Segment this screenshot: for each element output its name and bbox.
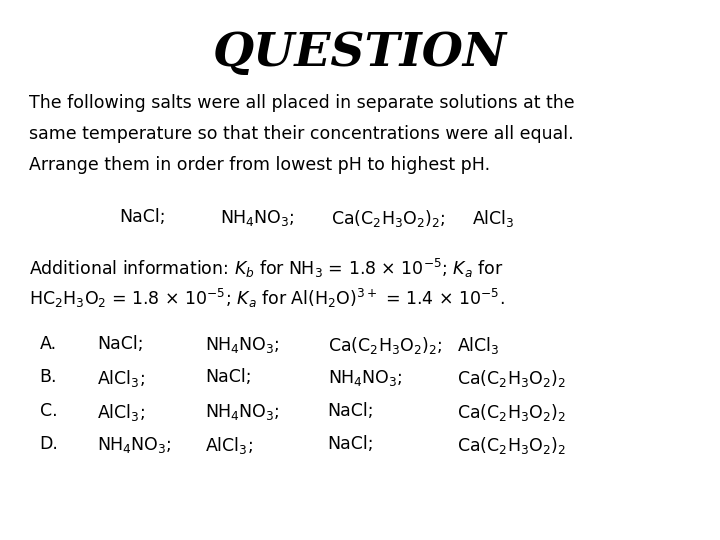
Text: HC$_2$H$_3$O$_2$ = 1.8 × 10$^{-5}$; $K_a$ for Al(H$_2$O)$^{3+}$ = 1.4 × 10$^{-5}: HC$_2$H$_3$O$_2$ = 1.8 × 10$^{-5}$; $K_a…	[29, 287, 505, 310]
Text: Ca(C$_2$H$_3$O$_2$)$_2$: Ca(C$_2$H$_3$O$_2$)$_2$	[457, 368, 567, 389]
Text: AlCl$_3$;: AlCl$_3$;	[205, 435, 253, 456]
Text: D.: D.	[40, 435, 58, 453]
Text: AlCl$_3$;: AlCl$_3$;	[97, 402, 145, 423]
Text: NaCl;: NaCl;	[119, 208, 166, 226]
Text: Ca(C$_2$H$_3$O$_2$)$_2$;: Ca(C$_2$H$_3$O$_2$)$_2$;	[331, 208, 446, 229]
Text: AlCl$_3$;: AlCl$_3$;	[97, 368, 145, 389]
Text: Ca(C$_2$H$_3$O$_2$)$_2$: Ca(C$_2$H$_3$O$_2$)$_2$	[457, 435, 567, 456]
Text: QUESTION: QUESTION	[213, 30, 507, 76]
Text: A.: A.	[40, 335, 57, 353]
Text: AlCl$_3$: AlCl$_3$	[457, 335, 500, 356]
Text: NH$_4$NO$_3$;: NH$_4$NO$_3$;	[205, 335, 280, 355]
Text: Ca(C$_2$H$_3$O$_2$)$_2$: Ca(C$_2$H$_3$O$_2$)$_2$	[457, 402, 567, 423]
Text: NaCl;: NaCl;	[328, 402, 374, 420]
Text: NaCl;: NaCl;	[97, 335, 144, 353]
Text: NaCl;: NaCl;	[328, 435, 374, 453]
Text: NH$_4$NO$_3$;: NH$_4$NO$_3$;	[220, 208, 294, 228]
Text: C.: C.	[40, 402, 57, 420]
Text: same temperature so that their concentrations were all equal.: same temperature so that their concentra…	[29, 125, 573, 143]
Text: AlCl$_3$: AlCl$_3$	[472, 208, 514, 229]
Text: The following salts were all placed in separate solutions at the: The following salts were all placed in s…	[29, 94, 575, 112]
Text: B.: B.	[40, 368, 57, 386]
Text: NH$_4$NO$_3$;: NH$_4$NO$_3$;	[97, 435, 172, 455]
Text: NH$_4$NO$_3$;: NH$_4$NO$_3$;	[328, 368, 402, 388]
Text: NaCl;: NaCl;	[205, 368, 252, 386]
Text: Arrange them in order from lowest pH to highest pH.: Arrange them in order from lowest pH to …	[29, 156, 490, 174]
Text: Ca(C$_2$H$_3$O$_2$)$_2$;: Ca(C$_2$H$_3$O$_2$)$_2$;	[328, 335, 442, 356]
Text: Additional information: $K_b$ for NH$_3$ = 1.8 × 10$^{-5}$; $K_a$ for: Additional information: $K_b$ for NH$_3$…	[29, 256, 503, 280]
Text: NH$_4$NO$_3$;: NH$_4$NO$_3$;	[205, 402, 280, 422]
